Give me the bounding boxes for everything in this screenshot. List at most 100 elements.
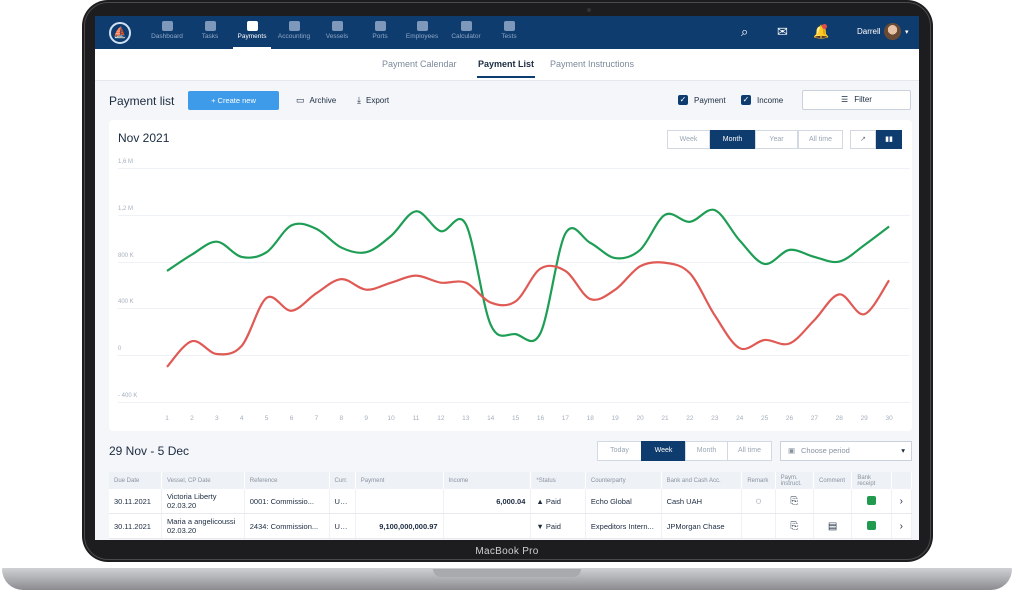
- table-cell: [813, 489, 853, 514]
- income-checkbox[interactable]: ✓: [741, 95, 751, 105]
- table-cell: [355, 489, 444, 514]
- table-row[interactable]: 30.11.2021 Victoria Liberty 02.03.20 0001: …: [109, 489, 913, 514]
- nav-item-accounting[interactable]: Accounting: [273, 21, 315, 40]
- bar-chart-icon[interactable]: ▮▮: [876, 130, 902, 149]
- nav-item-dashboard[interactable]: Dashboard: [146, 21, 188, 40]
- laptop-notch: [433, 569, 581, 577]
- archive-button[interactable]: ▭ Archive: [296, 95, 336, 106]
- cp-date: 02.03.20: [166, 501, 197, 510]
- receipt-icon[interactable]: [867, 495, 876, 505]
- table-cell: 9,100,000,000.97: [355, 513, 444, 539]
- income-checkbox-label: Income: [757, 96, 784, 105]
- user-name[interactable]: Darrell: [857, 27, 881, 36]
- filter-button[interactable]: ☰ Filter: [802, 90, 911, 110]
- tab-payment-calendar[interactable]: Payment Calendar: [382, 59, 457, 69]
- column-header[interactable]: Vessel, CP Date: [161, 472, 245, 489]
- vessel-name: Victoria Liberty: [166, 492, 217, 501]
- nav-item-employees[interactable]: Employees: [401, 21, 443, 40]
- status-badge: Paid: [545, 496, 561, 506]
- choose-period-select[interactable]: ▣ Choose period ▾: [780, 441, 912, 461]
- create-new-button[interactable]: + Create new: [188, 91, 279, 110]
- x-tick-label: 19: [611, 415, 619, 422]
- table-row[interactable]: 30.11.2021 Maria a angelicoussi 02.03.20 24…: [109, 513, 913, 539]
- x-tick-label: 30: [885, 415, 893, 422]
- laptop-base: [2, 568, 1012, 590]
- range-week[interactable]: Week: [667, 130, 710, 149]
- period-all-time[interactable]: All time: [727, 441, 772, 461]
- column-header[interactable]: Counterparty: [585, 472, 662, 489]
- avatar[interactable]: [884, 23, 901, 40]
- x-tick-label: 29: [860, 415, 868, 422]
- period-today[interactable]: Today: [597, 441, 642, 461]
- chat-bubble-icon[interactable]: ◌: [755, 495, 762, 507]
- income-series-line: [166, 208, 890, 343]
- chevron-right-icon[interactable]: ›: [899, 495, 904, 507]
- tab-payment-list[interactable]: Payment List: [476, 59, 536, 78]
- range-year[interactable]: Year: [755, 130, 798, 149]
- table-cell: ▲ Paid: [530, 489, 586, 514]
- column-header[interactable]: *Status: [530, 472, 586, 489]
- x-tick-label: 9: [364, 415, 368, 422]
- column-header[interactable]: Payment: [355, 472, 444, 489]
- column-header[interactable]: Due Date: [109, 472, 162, 489]
- attachment-icon[interactable]: ⎘: [790, 495, 799, 507]
- receipt-icon[interactable]: [867, 520, 876, 530]
- range-all-time[interactable]: All time: [798, 130, 843, 149]
- export-label: Export: [365, 96, 390, 105]
- nav-item-payments[interactable]: Payments: [231, 21, 273, 49]
- nav-item-label: Dashboard: [151, 33, 183, 40]
- chevron-right-icon[interactable]: ›: [899, 520, 904, 532]
- column-header[interactable]: Reference: [244, 472, 330, 489]
- tab-payment-instructions[interactable]: Payment Instructions: [550, 59, 635, 69]
- nav-item-tasks[interactable]: Tasks: [189, 21, 231, 40]
- column-header[interactable]: Bank receipt: [851, 472, 892, 489]
- column-header[interactable]: Comment: [813, 472, 853, 489]
- period-month[interactable]: Month: [685, 441, 728, 461]
- table-cell: 2434: Commission...: [244, 513, 330, 539]
- search-icon[interactable]: ⌕: [741, 24, 749, 39]
- table-cell: ⎘: [775, 489, 814, 514]
- payments-table: Due Date Vessel, CP Date Reference Curr. Pay…: [109, 472, 913, 539]
- archive-label: Archive: [309, 96, 337, 105]
- mail-icon[interactable]: ✉: [777, 24, 788, 39]
- x-tick-label: 10: [387, 415, 395, 422]
- nav-item-tests[interactable]: Tests: [488, 21, 530, 40]
- column-header[interactable]: Income: [443, 472, 532, 489]
- nav-item-label: Ports: [372, 33, 388, 40]
- status-badge: Paid: [545, 521, 561, 531]
- column-header[interactable]: Paym. instruct.: [775, 472, 814, 489]
- grid-line: [118, 214, 910, 216]
- trend-icon[interactable]: ↗: [850, 130, 876, 149]
- table-cell: Echo Global: [585, 489, 662, 514]
- nav-item-calculator[interactable]: Calculator: [445, 21, 487, 40]
- ship-logo-icon[interactable]: ⛵: [109, 22, 131, 44]
- y-tick-label: 1,6 M: [118, 159, 134, 165]
- chevron-down-icon[interactable]: ▾: [905, 29, 909, 36]
- attachment-icon[interactable]: ⎘: [790, 520, 799, 532]
- range-month[interactable]: Month: [710, 130, 755, 149]
- column-header[interactable]: Bank and Cash Acc.: [661, 472, 743, 489]
- archive-icon: ▭: [296, 95, 305, 105]
- x-tick-label: 25: [760, 415, 769, 422]
- tests-icon: [503, 21, 515, 31]
- x-tick-label: 6: [289, 415, 294, 422]
- id-card-icon: [416, 21, 428, 31]
- nav-item-vessels[interactable]: Vessels: [316, 21, 358, 40]
- x-tick-label: 14: [487, 415, 495, 422]
- export-button[interactable]: ⤓ Export: [357, 95, 389, 106]
- nav-item-ports[interactable]: Ports: [359, 21, 401, 40]
- payment-checkbox[interactable]: ✓: [678, 95, 688, 105]
- ship-icon: [331, 21, 343, 31]
- period-week[interactable]: Week: [641, 441, 686, 461]
- x-tick-label: 16: [536, 415, 545, 422]
- y-tick-label: 1,2 M: [118, 205, 134, 212]
- column-header[interactable]: [891, 472, 913, 489]
- comment-icon[interactable]: ▤: [827, 520, 838, 532]
- x-tick-label: 5: [264, 415, 269, 422]
- column-header[interactable]: Curr.: [329, 472, 356, 489]
- coin-icon: [288, 21, 300, 31]
- column-header[interactable]: Remark: [741, 472, 776, 489]
- x-tick-label: 15: [511, 415, 520, 422]
- anchor-icon: [374, 21, 386, 31]
- chevron-down-icon: ▾: [901, 446, 905, 455]
